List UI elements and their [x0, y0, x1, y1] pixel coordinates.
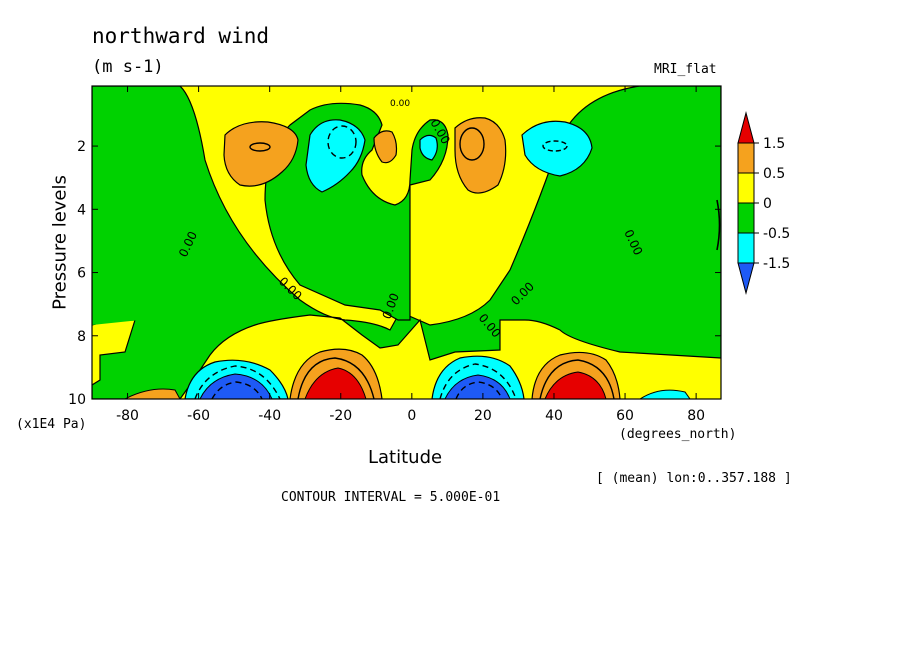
- contour-negative-nh-lower-1: [439, 363, 517, 399]
- region-strong-negative-nh: [444, 374, 511, 399]
- colorbar-label: 0.5: [763, 166, 785, 182]
- model-label: MRI_flat: [654, 62, 717, 77]
- contour-positive-nh-upper: [459, 127, 485, 161]
- region-strong-positive-sh: [304, 367, 367, 399]
- y-units-label: (x1E4 Pa): [16, 417, 87, 432]
- colorbar-segment: [737, 172, 755, 204]
- y-tick-label: 6: [77, 266, 86, 282]
- colorbar: 1.5 0.5 0 -0.5 -1.5: [737, 111, 790, 295]
- x-tick-label: -40: [258, 408, 281, 424]
- contour-negative-nh-lower-2: [455, 381, 503, 399]
- axes: -80 -60 -40 -20 0 20 40 60 80 2 4 6 8 10: [68, 86, 721, 424]
- contour-positive-sh-upper: [249, 142, 271, 152]
- region-strong-negative-sh: [199, 373, 273, 399]
- colorbar-label: 1.5: [763, 136, 785, 152]
- contour-negative-sh-upper: [327, 125, 357, 159]
- region-negative-north-edge: [639, 389, 691, 399]
- region-negative-nh-upper: [521, 120, 593, 177]
- chart-units: (m s-1): [92, 57, 164, 77]
- y-tick-label: 2: [77, 139, 86, 155]
- y-tick-label: 10: [68, 392, 86, 408]
- x-tick-label: -60: [187, 408, 210, 424]
- region-positive-sh-upper: [223, 121, 299, 187]
- region-positive-south-edge: [124, 388, 181, 399]
- contour-negative-nh-edge: [716, 199, 721, 251]
- contour-negative-nh-upper: [542, 140, 568, 152]
- y-tick-label: 4: [77, 202, 86, 218]
- averaging-note: [ (mean) lon:0..357.188 ]: [596, 471, 792, 486]
- contour-label-zero: 0.00: [390, 99, 410, 109]
- contour-negative-sh-lower-2: [211, 381, 263, 399]
- colorbar-segment: [737, 202, 755, 234]
- x-tick-label: 40: [545, 408, 563, 424]
- x-tick-label: -80: [116, 408, 139, 424]
- x-tick-label: 80: [687, 408, 705, 424]
- contour-positive-nh-lower: [539, 359, 615, 399]
- region-strong-positive-nh: [544, 371, 607, 399]
- colorbar-arrow-bottom: [737, 262, 755, 295]
- region-negative-small-center: [419, 134, 438, 161]
- colorbar-label: -1.5: [763, 256, 790, 272]
- contour-interval-note: CONTOUR INTERVAL = 5.000E-01: [281, 490, 501, 505]
- x-units-label: (degrees_north): [619, 427, 737, 442]
- x-tick-label: 60: [616, 408, 634, 424]
- contour-positive-sh-lower: [297, 357, 375, 399]
- x-tick-label: 20: [474, 408, 492, 424]
- x-axis-label: Latitude: [368, 447, 443, 468]
- contour-negative-sh-lower-1: [194, 365, 281, 399]
- colorbar-arrow-top: [737, 111, 755, 144]
- x-tick-label: -20: [329, 408, 352, 424]
- region-positive-small-center: [373, 130, 398, 164]
- colorbar-segment: [737, 142, 755, 174]
- plot-frame: [91, 85, 722, 400]
- colorbar-label: -0.5: [763, 226, 790, 242]
- colorbar-segment: [737, 232, 755, 264]
- region-negative-tropopause-left: [92, 300, 140, 325]
- chart-title: northward wind: [92, 24, 270, 48]
- y-tick-label: 8: [77, 329, 86, 345]
- y-axis-label: Pressure levels: [49, 175, 71, 310]
- x-tick-label: 0: [407, 408, 416, 424]
- colorbar-label: 0: [763, 196, 772, 212]
